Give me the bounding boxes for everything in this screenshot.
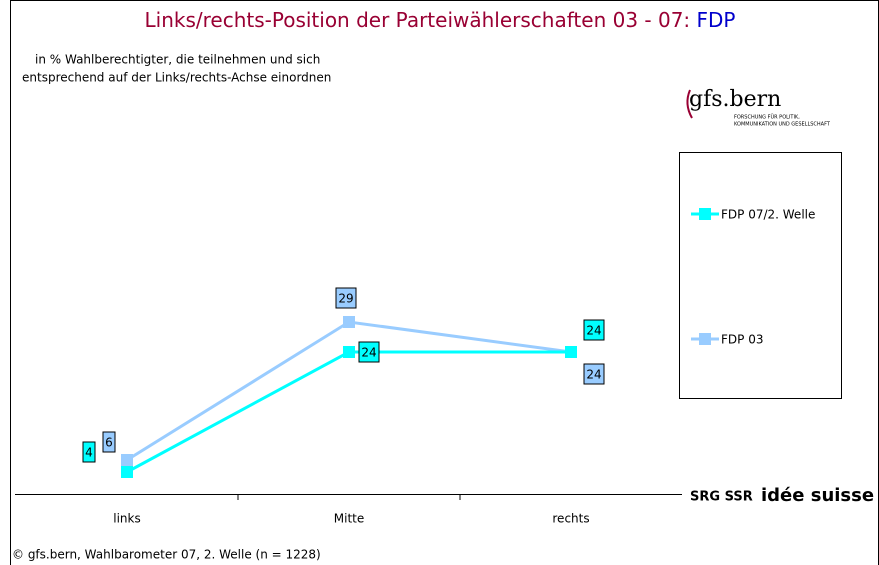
marker xyxy=(343,346,355,358)
value-label: 4 xyxy=(85,446,93,460)
value-label: 6 xyxy=(105,436,113,450)
subtitle: entsprechend auf der Links/rechts-Achse … xyxy=(22,71,331,85)
legend-marker xyxy=(699,333,711,345)
chart-title: Links/rechts-Position der Parteiwählersc… xyxy=(145,8,736,32)
title-text: Links/rechts-Position der Parteiwählersc… xyxy=(145,8,697,32)
marker xyxy=(565,346,577,358)
subtitle: in % Wahlberechtigter, die teilnehmen un… xyxy=(35,53,320,67)
legend-label: FDP 07/2. Welle xyxy=(721,208,815,222)
value-label: 24 xyxy=(361,346,376,360)
value-label-box xyxy=(82,441,96,463)
value-label: 29 xyxy=(338,292,353,306)
value-label-box xyxy=(583,319,605,341)
logo-name: gfs.bern xyxy=(689,87,781,112)
logo-tagline: FORSCHUNG FÜR POLITIK, xyxy=(734,114,800,121)
value-label-box xyxy=(102,431,116,453)
source: © gfs.bern, Wahlbarometer 07, 2. Welle (… xyxy=(12,548,321,562)
marker xyxy=(121,454,133,466)
x-tick-label: rechts xyxy=(552,512,589,526)
value-label: 24 xyxy=(586,368,601,382)
legend-marker xyxy=(699,208,711,220)
series-line xyxy=(126,350,571,474)
logo-arc xyxy=(686,89,693,119)
marker xyxy=(121,466,133,478)
value-label-box xyxy=(358,341,380,363)
value-label: 24 xyxy=(586,324,601,338)
legend xyxy=(679,152,842,399)
title-party: FDP xyxy=(697,8,736,32)
marker xyxy=(343,316,355,328)
x-tick-label: links xyxy=(113,512,140,526)
logo-tagline: KOMMUNIKATION UND GESELLSCHAFT xyxy=(734,122,831,128)
x-tick-label: Mitte xyxy=(334,512,364,526)
legend-label: FDP 03 xyxy=(721,333,763,347)
series-line xyxy=(126,320,572,462)
value-label-box xyxy=(583,363,605,385)
sponsor-prefix: SRG SSR xyxy=(690,490,753,505)
value-label-box xyxy=(335,287,357,309)
sponsor-name: idée suisse xyxy=(761,485,874,506)
